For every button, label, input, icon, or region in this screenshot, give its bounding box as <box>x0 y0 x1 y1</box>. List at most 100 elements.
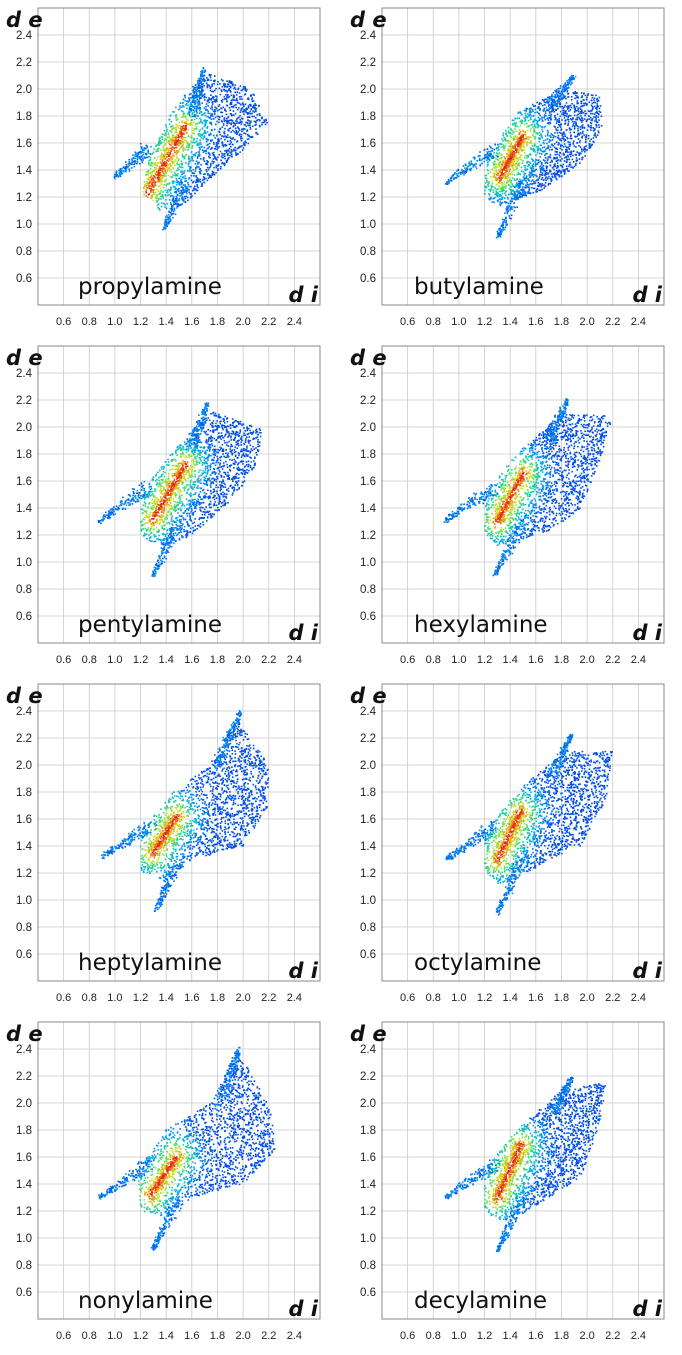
scatter-point <box>525 110 527 113</box>
scatter-point <box>157 207 159 209</box>
scatter-point <box>519 194 521 197</box>
scatter-point <box>559 156 561 158</box>
scatter-point <box>513 152 515 155</box>
scatter-point <box>518 186 520 188</box>
scatter-point <box>563 88 565 90</box>
scatter-point <box>561 144 564 147</box>
scatter-point <box>536 148 539 151</box>
scatter-point <box>232 99 234 101</box>
scatter-point <box>239 118 241 121</box>
scatter-point <box>226 96 228 98</box>
scatter-point <box>174 188 176 191</box>
scatter-point <box>547 147 550 150</box>
scatter-point <box>559 94 562 97</box>
scatter-point <box>239 115 241 117</box>
scatter-point <box>558 170 561 172</box>
scatter-point <box>559 85 562 87</box>
scatter-point <box>562 88 564 91</box>
scatter-point <box>527 165 529 168</box>
scatter-point <box>546 138 549 140</box>
y-tick-label: 1.8 <box>16 111 32 123</box>
scatter-point <box>501 201 504 204</box>
scatter-point <box>257 441 259 443</box>
scatter-point <box>521 162 524 164</box>
scatter-point <box>210 121 212 124</box>
scatter-point <box>175 114 178 116</box>
y-tick-label: 2.0 <box>360 84 376 96</box>
scatter-point <box>513 210 516 212</box>
scatter-point <box>192 98 195 101</box>
scatter-point <box>194 96 196 99</box>
scatter-point <box>236 122 238 124</box>
scatter-point <box>116 170 118 173</box>
scatter-point <box>168 199 171 201</box>
scatter-point <box>196 185 199 188</box>
scatter-point <box>511 171 513 173</box>
scatter-point <box>587 124 590 126</box>
scatter-point <box>551 139 554 141</box>
scatter-point <box>221 86 224 88</box>
scatter-point <box>468 168 471 171</box>
scatter-point <box>165 148 168 150</box>
scatter-point <box>507 184 510 186</box>
scatter-point <box>197 102 199 104</box>
scatter-point <box>527 192 529 194</box>
scatter-point <box>163 227 165 230</box>
scatter-point <box>197 81 199 84</box>
scatter-point <box>495 191 498 194</box>
scatter-point <box>560 132 562 134</box>
scatter-point <box>595 94 597 97</box>
scatter-point <box>565 151 567 153</box>
scatter-point <box>181 105 184 108</box>
scatter-point <box>556 132 559 134</box>
scatter-point <box>575 123 577 125</box>
scatter-point <box>174 199 177 202</box>
scatter-point <box>200 146 202 148</box>
scatter-point <box>539 137 542 139</box>
scatter-point <box>200 143 202 145</box>
scatter-point <box>153 162 155 164</box>
scatter-point <box>525 176 528 179</box>
scatter-point <box>521 148 523 151</box>
scatter-point <box>157 142 160 145</box>
scatter-point <box>236 140 238 143</box>
scatter-point <box>496 230 499 233</box>
scatter-point <box>570 78 573 81</box>
scatter-point <box>520 182 522 184</box>
scatter-point <box>161 175 164 177</box>
scatter-point <box>169 165 172 168</box>
scatter-point <box>577 130 579 132</box>
scatter-point <box>146 156 149 158</box>
scatter-point <box>157 190 160 193</box>
scatter-point <box>182 448 185 451</box>
scatter-point <box>541 188 543 191</box>
scatter-point <box>497 162 499 165</box>
scatter-point <box>586 118 589 121</box>
scatter-point <box>591 96 594 99</box>
y-tick-label: 0.6 <box>360 273 376 285</box>
scatter-point <box>537 107 539 109</box>
scatter-point <box>503 156 506 158</box>
scatter-point <box>590 119 592 121</box>
scatter-point <box>500 183 502 185</box>
scatter-point <box>171 199 174 202</box>
scatter-point <box>493 166 495 169</box>
scatter-point <box>208 98 211 100</box>
scatter-point <box>546 129 549 132</box>
x-tick-label: 2.2 <box>261 316 276 328</box>
scatter-point <box>238 129 241 131</box>
scatter-point <box>193 180 195 183</box>
scatter-point <box>142 153 145 156</box>
scatter-point <box>511 200 514 202</box>
scatter-point <box>504 149 506 152</box>
scatter-point <box>514 147 517 150</box>
scatter-point <box>181 156 184 158</box>
scatter-point <box>538 177 540 179</box>
scatter-point <box>518 164 520 167</box>
scatter-point <box>203 96 205 99</box>
scatter-point <box>486 180 488 182</box>
scatter-point <box>543 139 545 142</box>
scatter-point <box>524 114 527 117</box>
scatter-point <box>574 91 577 93</box>
scatter-point <box>549 135 551 137</box>
